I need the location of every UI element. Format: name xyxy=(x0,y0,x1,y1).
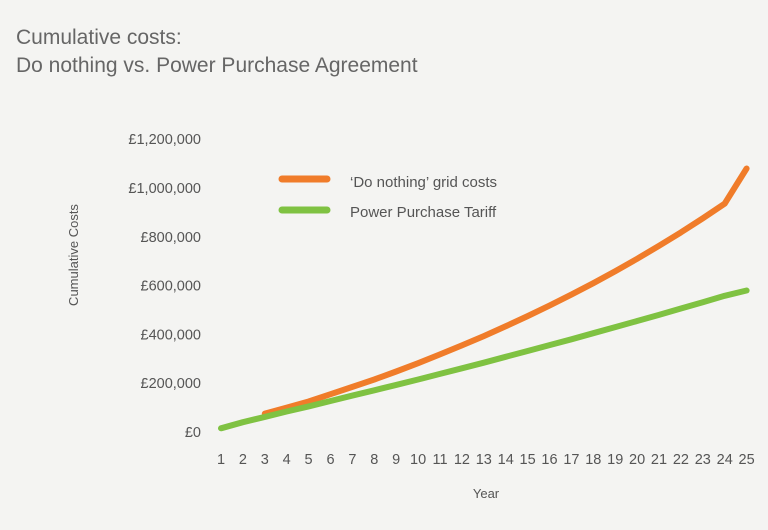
x-tick-label: 16 xyxy=(541,452,557,468)
x-tick-label: 17 xyxy=(563,452,579,468)
x-axis-ticks: 1 2 3 4 5 6 7 8 9 10 11 12 13 14 15 16 17 18 19 20 21 22 23 24 2… xyxy=(217,452,755,468)
x-tick-label: 5 xyxy=(305,452,313,468)
x-tick-label: 24 xyxy=(717,452,733,468)
x-tick-label: 20 xyxy=(629,452,645,468)
y-tick-label: £1,200,000 xyxy=(128,132,201,148)
y-tick-label: £200,000 xyxy=(141,376,201,392)
y-tick-label: £400,000 xyxy=(141,327,201,343)
legend-label-ppt: Power Purchase Tariff xyxy=(350,204,497,221)
chart-title-line-1: Cumulative costs: xyxy=(16,26,182,49)
y-tick-label: £1,000,000 xyxy=(128,181,201,197)
x-tick-label: 10 xyxy=(410,452,426,468)
x-tick-label: 3 xyxy=(261,452,269,468)
series-line-do-nothing xyxy=(261,165,750,417)
x-tick-label: 6 xyxy=(326,452,334,468)
chart-title-line-2: Do nothing vs. Power Purchase Agreement xyxy=(16,54,418,77)
x-axis-label: Year xyxy=(473,486,500,501)
x-tick-label: 7 xyxy=(348,452,356,468)
x-tick-label: 9 xyxy=(392,452,400,468)
x-tick-label: 25 xyxy=(739,452,755,468)
y-axis-label: Cumulative Costs xyxy=(66,204,81,306)
x-tick-label: 2 xyxy=(239,452,247,468)
x-tick-label: 21 xyxy=(651,452,667,468)
y-axis-ticks: £0 £200,000 £400,000 £600,000 £800,000 £1,000… xyxy=(128,132,201,441)
x-tick-label: 14 xyxy=(498,452,514,468)
x-tick-label: 15 xyxy=(520,452,536,468)
x-tick-label: 18 xyxy=(585,452,601,468)
x-tick-label: 4 xyxy=(283,452,291,468)
x-tick-label: 1 xyxy=(217,452,225,468)
x-tick-label: 13 xyxy=(476,452,492,468)
x-tick-label: 11 xyxy=(432,452,447,468)
legend-label-do-nothing: ‘Do nothing’ grid costs xyxy=(350,174,497,191)
y-tick-label: £0 xyxy=(185,425,201,441)
legend: ‘Do nothing’ grid costs Power Purchase T… xyxy=(278,174,497,221)
series-lines xyxy=(218,165,750,432)
chart-title: Cumulative costs: Do nothing vs. Power P… xyxy=(16,24,418,80)
x-tick-label: 22 xyxy=(673,452,689,468)
x-tick-label: 8 xyxy=(370,452,378,468)
x-tick-label: 12 xyxy=(454,452,470,468)
x-tick-label: 23 xyxy=(695,452,711,468)
y-tick-label: £600,000 xyxy=(141,279,201,295)
series-line-ppt xyxy=(218,287,750,432)
x-tick-label: 19 xyxy=(607,452,623,468)
y-tick-label: £800,000 xyxy=(141,230,201,246)
